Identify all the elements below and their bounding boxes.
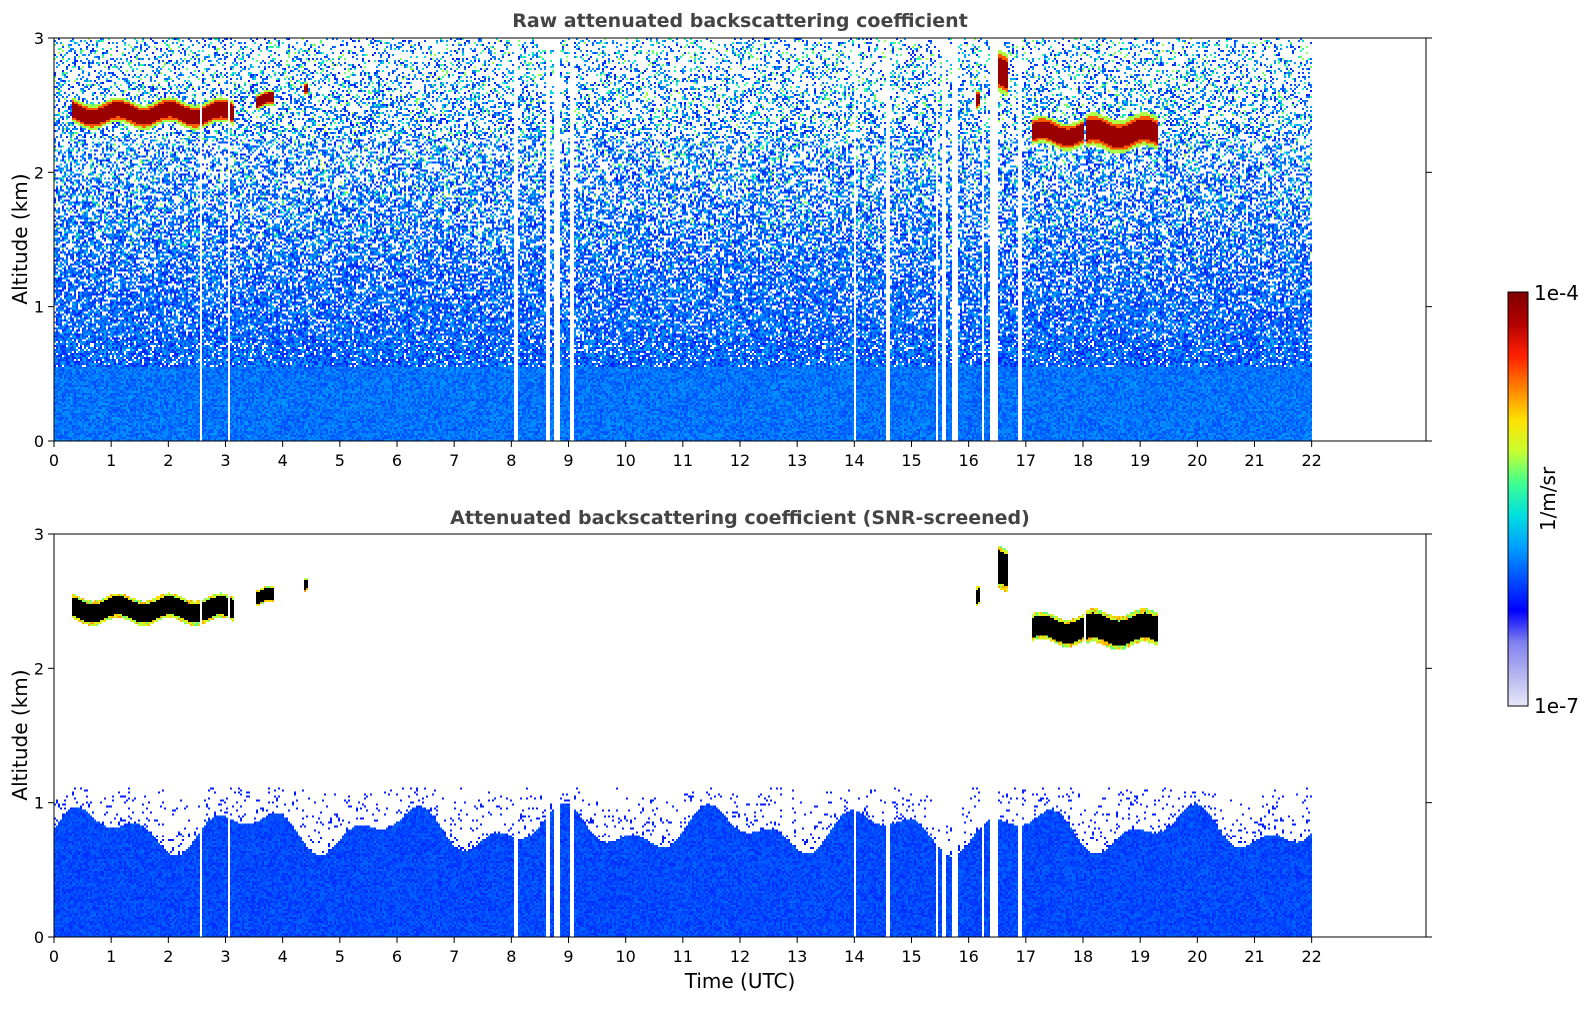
x-tick-label: 10 xyxy=(615,947,635,966)
x-tick-label: 11 xyxy=(673,947,693,966)
x-tick-label: 19 xyxy=(1130,947,1150,966)
x-tick-label: 18 xyxy=(1073,947,1093,966)
bottom-panel-xlabel: Time (UTC) xyxy=(684,969,796,993)
x-tick-label: 15 xyxy=(901,451,921,470)
x-tick-label: 4 xyxy=(278,451,288,470)
y-tick-label: 1 xyxy=(34,298,44,317)
y-tick-label: 2 xyxy=(34,659,44,678)
x-tick-label: 17 xyxy=(1016,947,1036,966)
y-tick-label: 3 xyxy=(34,525,44,544)
x-tick-label: 14 xyxy=(844,451,864,470)
bottom-panel-title: Attenuated backscattering coefficient (S… xyxy=(450,507,1030,529)
x-tick-label: 16 xyxy=(958,451,978,470)
colorbar-frame xyxy=(1507,291,1529,707)
x-tick-label: 22 xyxy=(1301,947,1321,966)
top-panel-title: Raw attenuated backscattering coefficien… xyxy=(512,10,968,32)
x-tick-label: 6 xyxy=(392,947,402,966)
y-tick-label: 2 xyxy=(34,163,44,182)
x-tick-label: 2 xyxy=(163,947,173,966)
x-tick-label: 17 xyxy=(1016,451,1036,470)
y-tick-label: 0 xyxy=(34,928,44,947)
x-tick-label: 22 xyxy=(1301,451,1321,470)
x-tick-label: 6 xyxy=(392,451,402,470)
x-tick-label: 21 xyxy=(1244,451,1264,470)
x-tick-label: 2 xyxy=(163,451,173,470)
x-tick-label: 10 xyxy=(615,451,635,470)
x-tick-label: 21 xyxy=(1244,947,1264,966)
x-tick-label: 11 xyxy=(673,451,693,470)
x-tick-label: 20 xyxy=(1187,451,1207,470)
colorbar xyxy=(1508,292,1528,706)
x-tick-label: 12 xyxy=(730,451,750,470)
x-tick-label: 20 xyxy=(1187,947,1207,966)
top-panel-heatmap xyxy=(54,38,1426,441)
x-tick-label: 13 xyxy=(787,947,807,966)
x-tick-label: 9 xyxy=(563,451,573,470)
bottom-panel-ylabel: Altitude (km) xyxy=(8,669,32,800)
x-tick-label: 5 xyxy=(335,947,345,966)
x-tick-label: 0 xyxy=(49,451,59,470)
x-tick-label: 3 xyxy=(220,947,230,966)
x-tick-label: 8 xyxy=(506,451,516,470)
bottom-panel-heatmap xyxy=(54,534,1426,937)
y-tick-label: 0 xyxy=(34,432,44,451)
x-tick-label: 14 xyxy=(844,947,864,966)
x-tick-label: 1 xyxy=(106,947,116,966)
x-tick-label: 12 xyxy=(730,947,750,966)
x-tick-label: 5 xyxy=(335,451,345,470)
colorbar-max-label: 1e-4 xyxy=(1534,281,1579,305)
x-tick-label: 9 xyxy=(563,947,573,966)
colorbar-unit-label: 1/m/sr xyxy=(1536,466,1560,531)
x-tick-label: 19 xyxy=(1130,451,1150,470)
x-tick-label: 18 xyxy=(1073,451,1093,470)
x-tick-label: 0 xyxy=(49,947,59,966)
top-panel-ylabel: Altitude (km) xyxy=(8,173,32,304)
y-tick-label: 3 xyxy=(34,29,44,48)
x-tick-label: 15 xyxy=(901,947,921,966)
x-tick-label: 7 xyxy=(449,451,459,470)
colorbar-min-label: 1e-7 xyxy=(1534,694,1579,718)
x-tick-label: 16 xyxy=(958,947,978,966)
x-tick-label: 1 xyxy=(106,451,116,470)
x-tick-label: 13 xyxy=(787,451,807,470)
x-tick-label: 8 xyxy=(506,947,516,966)
y-tick-label: 1 xyxy=(34,794,44,813)
x-tick-label: 4 xyxy=(278,947,288,966)
x-tick-label: 3 xyxy=(220,451,230,470)
x-tick-label: 7 xyxy=(449,947,459,966)
